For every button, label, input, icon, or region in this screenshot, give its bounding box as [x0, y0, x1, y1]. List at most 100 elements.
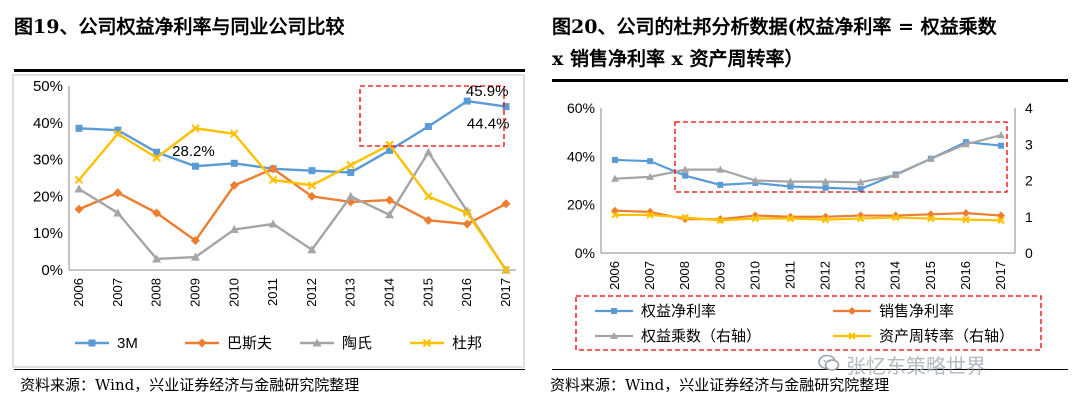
left-data-point — [152, 208, 162, 218]
left-data-point — [74, 175, 84, 185]
wechat-icon — [818, 354, 840, 371]
left-data-point — [423, 215, 433, 225]
left-data-point — [153, 148, 161, 156]
right-chart: 0% 20% 40% 60% 0 1 2 3 4 2006 2007 2008 2009 2010 2011… — [567, 100, 1042, 351]
right-data-point — [962, 215, 970, 224]
left-annotation-label: 28.2% — [172, 143, 215, 160]
left-data-point — [230, 129, 239, 139]
left-x-tick-label: 2016 — [459, 278, 474, 307]
right-y2-tick-label: 3 — [1025, 136, 1033, 152]
right-series-line — [614, 134, 1002, 184]
right-data-point — [997, 216, 1005, 225]
left-legend-label: 陶氏 — [342, 335, 372, 352]
left-y-tick-label: 20% — [33, 188, 63, 205]
right-data-point — [611, 174, 619, 182]
right-x-tick-label: 2007 — [642, 261, 657, 290]
left-data-point — [424, 122, 432, 130]
right-y2-tick-label: 0 — [1025, 245, 1033, 261]
left-data-point — [229, 225, 239, 234]
left-data-point — [113, 188, 123, 198]
left-data-point — [501, 265, 511, 275]
right-data-point — [892, 213, 900, 222]
left-data-point — [385, 210, 395, 219]
left-data-point — [462, 208, 472, 218]
right-source-note: 资料来源：Wind，兴业证券经济与金融研究院整理 — [550, 376, 890, 394]
left-legend-marker — [197, 338, 207, 348]
right-y2-tick-label: 4 — [1025, 100, 1033, 116]
right-data-point — [716, 216, 724, 225]
right-x-tick-label: 2011 — [782, 261, 797, 289]
right-data-point — [612, 156, 618, 163]
left-data-point — [307, 181, 317, 190]
left-data-point — [268, 219, 278, 228]
right-data-point — [646, 211, 654, 219]
right-data-point — [821, 215, 830, 224]
left-x-tick-label: 2014 — [382, 278, 397, 307]
right-legend-label: 权益乘数（右轴） — [641, 328, 761, 345]
right-y-tick-label: 40% — [567, 148, 595, 164]
left-data-point — [423, 147, 433, 156]
left-x-tick-label: 2008 — [149, 278, 164, 307]
left-legend-label: 3M — [117, 335, 138, 352]
left-data-point — [347, 168, 355, 176]
left-data-point — [229, 180, 239, 190]
left-data-point — [268, 175, 278, 185]
right-series-line — [615, 213, 1002, 222]
left-x-tick-label: 2006 — [71, 278, 86, 307]
left-chart-frame — [12, 74, 525, 368]
right-x-tick-label: 2014 — [888, 261, 903, 290]
right-x-tick-label: 2013 — [853, 261, 868, 290]
left-source-note: 资料来源：Wind，兴业证券经济与金融研究院整理 — [20, 376, 360, 394]
right-highlight-box — [674, 121, 1008, 193]
left-data-point — [385, 140, 394, 150]
left-annotation-label: 45.9% — [466, 83, 509, 100]
left-x-tick-label: 2011 — [265, 278, 280, 306]
right-x-tick-label: 2008 — [677, 261, 692, 290]
left-legend-label: 巴斯夫 — [227, 335, 272, 352]
left-data-point — [191, 124, 200, 133]
right-x-tick-label: 2010 — [747, 261, 762, 290]
left-y-tick-label: 50% — [33, 78, 63, 95]
right-legend-marker — [610, 332, 618, 339]
right-data-point — [682, 172, 689, 179]
right-x-tick-label: 2006 — [607, 261, 622, 290]
right-data-point — [997, 131, 1005, 139]
left-annotation-label: 44.4% — [467, 116, 510, 133]
right-x-tick-label: 2012 — [818, 261, 833, 290]
left-data-point — [113, 129, 123, 139]
left-data-point — [74, 184, 84, 193]
right-data-point — [646, 172, 655, 180]
right-data-point — [611, 211, 619, 219]
right-data-point — [786, 214, 795, 223]
left-x-tick-label: 2009 — [187, 278, 202, 307]
left-series-line — [78, 127, 507, 271]
right-data-point — [681, 213, 689, 222]
left-y-tick-label: 0% — [41, 262, 63, 279]
right-data-point — [647, 158, 654, 165]
left-data-point — [230, 159, 238, 167]
left-y-tick-label: 10% — [33, 225, 63, 242]
watermark-text: 张忆东策略世界 — [846, 354, 986, 378]
left-data-point — [268, 164, 278, 174]
right-legend-marker — [848, 332, 856, 340]
right-y2-tick-label: 1 — [1025, 209, 1033, 225]
right-chart-title-line1: 图20、公司的杜邦分析数据(权益净利率 = 权益乘数 — [552, 16, 997, 38]
right-data-point — [787, 183, 794, 190]
left-data-point — [346, 191, 356, 200]
right-chart-title-line2: x 销售净利率 x 资产周转率） — [552, 48, 804, 70]
left-x-tick-label: 2013 — [343, 278, 358, 307]
left-x-tick-label: 2015 — [420, 278, 435, 307]
right-data-point — [998, 142, 1004, 149]
right-legend-label: 权益净利率 — [641, 303, 716, 320]
right-data-point — [716, 165, 725, 173]
right-data-point — [891, 171, 900, 179]
right-data-point — [961, 140, 970, 148]
left-legend-marker — [422, 338, 432, 348]
right-legend-label: 销售净利率 — [879, 303, 954, 320]
left-x-tick-label: 2017 — [498, 278, 513, 307]
left-data-point — [307, 245, 317, 254]
left-data-point — [386, 146, 394, 154]
left-data-point — [424, 192, 433, 201]
right-x-tick-label: 2015 — [923, 261, 938, 290]
right-y2-tick-label: 2 — [1025, 173, 1033, 189]
